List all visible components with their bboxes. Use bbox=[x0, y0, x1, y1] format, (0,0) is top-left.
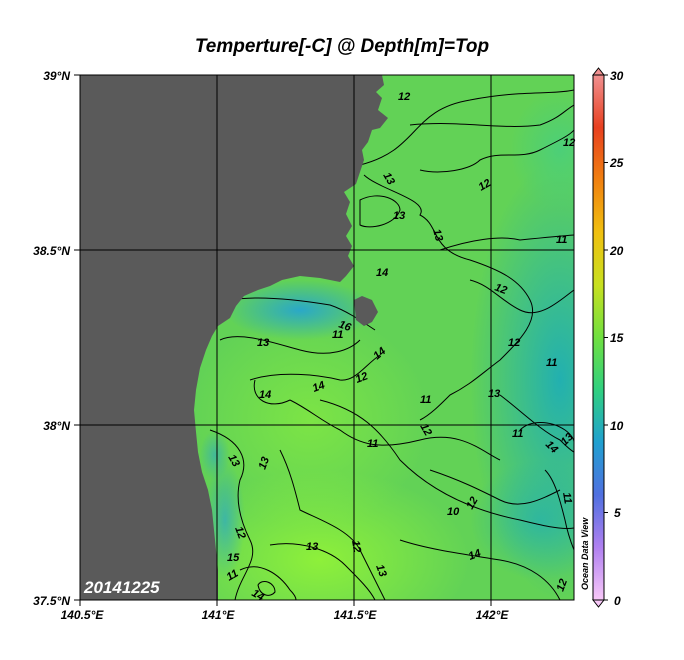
lat-label: 38.5°N bbox=[33, 244, 70, 258]
isotherm-line bbox=[209, 429, 254, 600]
contour-label: 13 bbox=[380, 171, 397, 188]
colorbar-label: 5 bbox=[614, 506, 621, 520]
isotherm-lines bbox=[209, 89, 574, 600]
latitude-labels: 39°N 38.5°N 38°N 37.5°N bbox=[33, 69, 70, 608]
contour-label: 11 bbox=[332, 329, 343, 341]
tick-marks bbox=[74, 74, 492, 606]
land-honshu bbox=[80, 75, 388, 600]
lon-label: 141.5°E bbox=[334, 608, 378, 622]
isotherm-line bbox=[409, 104, 574, 127]
lon-label: 140.5°E bbox=[61, 608, 105, 622]
contour-label: 11 bbox=[512, 428, 523, 440]
contour-label: 14 bbox=[250, 587, 267, 604]
contour-label: 15 bbox=[227, 552, 240, 564]
isotherm-line bbox=[253, 379, 291, 405]
contour-label: 12 bbox=[563, 137, 575, 149]
contour-label: 12 bbox=[493, 282, 509, 297]
lat-label: 37.5°N bbox=[33, 594, 70, 608]
isotherm-line bbox=[249, 354, 381, 381]
contour-label: 12 bbox=[464, 495, 481, 512]
isotherm-line bbox=[257, 581, 276, 596]
contour-label: 10 bbox=[447, 506, 460, 518]
contour-label: 14 bbox=[311, 379, 327, 394]
cool-water-northeast bbox=[510, 90, 574, 210]
contour-label: 12 bbox=[417, 422, 434, 439]
isotherm-line bbox=[359, 89, 574, 166]
contour-label: 13 bbox=[393, 210, 405, 222]
isotherm-line bbox=[499, 394, 574, 453]
lon-label: 142°E bbox=[476, 608, 510, 622]
contour-label: 16 bbox=[337, 319, 353, 335]
cold-water-coast-mid bbox=[200, 430, 230, 480]
isotherm-line bbox=[429, 469, 561, 505]
contour-label: 12 bbox=[232, 525, 247, 541]
contour-label: 12 bbox=[508, 337, 520, 349]
colorbar-label: 10 bbox=[610, 419, 624, 433]
isotherm-line bbox=[239, 566, 297, 600]
colorbar-label: 20 bbox=[609, 244, 624, 258]
isotherm-line bbox=[469, 279, 574, 314]
colorbar-bottom-cap bbox=[591, 599, 606, 608]
contour-label: 12 bbox=[555, 577, 570, 593]
isotherm-line bbox=[219, 336, 361, 354]
colorbar-label: 15 bbox=[610, 331, 624, 345]
isotherm-line bbox=[439, 234, 574, 251]
contour-label: 13 bbox=[257, 337, 269, 349]
isotherm-line bbox=[279, 449, 386, 600]
contour-label: 14 bbox=[467, 547, 483, 562]
warm-water-central bbox=[190, 310, 430, 530]
map-title: Temperture[-C] @ Depth[m]=Top bbox=[194, 36, 490, 57]
contour-label: 13 bbox=[488, 388, 500, 400]
contour-label: 12 bbox=[477, 177, 494, 194]
isotherm-line bbox=[359, 195, 401, 228]
isotherm-line bbox=[319, 399, 574, 529]
date-stamp: 20141225 bbox=[83, 578, 160, 597]
cold-water-bay bbox=[225, 280, 375, 340]
lon-label: 141°E bbox=[202, 608, 236, 622]
contour-label: 14 bbox=[259, 389, 271, 401]
contour-label: 12 bbox=[349, 539, 363, 553]
contour-label: 11 bbox=[225, 567, 241, 583]
isotherm-line bbox=[519, 422, 574, 443]
lat-label: 39°N bbox=[43, 69, 70, 83]
isotherm-line bbox=[363, 174, 534, 421]
contour-label: 13 bbox=[373, 563, 388, 579]
isotherm-line bbox=[399, 539, 561, 600]
graticule bbox=[80, 75, 574, 600]
contour-label: 13 bbox=[430, 228, 445, 243]
contour-label: 12 bbox=[398, 91, 410, 103]
contour-label: 11 bbox=[560, 491, 574, 504]
contour-label: 13 bbox=[306, 541, 318, 553]
colorbar-gradient-bar bbox=[592, 74, 605, 601]
contour-label: 11 bbox=[546, 357, 557, 369]
contour-label: 11 bbox=[556, 234, 567, 246]
lat-label: 38°N bbox=[43, 419, 70, 433]
land-mask bbox=[80, 75, 388, 600]
contour-label: 13 bbox=[257, 455, 272, 471]
contour-label: 11 bbox=[367, 438, 378, 450]
contour-label: 12 bbox=[354, 370, 370, 385]
colorbar-top-cap bbox=[591, 67, 606, 76]
colorbar-labels: 30 25 20 15 10 5 0 bbox=[609, 69, 624, 608]
isotherm-line bbox=[544, 469, 574, 551]
contour-label: 11 bbox=[420, 394, 431, 406]
longitude-labels: 140.5°E 141°E 141.5°E 142°E bbox=[61, 608, 510, 622]
colorbar-label: 25 bbox=[609, 156, 624, 170]
colorbar: 30 25 20 15 10 5 0 bbox=[591, 67, 624, 608]
isotherm-line bbox=[289, 399, 501, 461]
contour-label: 14 bbox=[376, 267, 388, 279]
isotherm-line bbox=[419, 129, 574, 173]
contour-label: 13 bbox=[225, 453, 242, 470]
colorbar-label: 30 bbox=[610, 69, 624, 83]
colorbar-ticks bbox=[604, 74, 608, 601]
odv-credit: Ocean Data View bbox=[580, 517, 590, 590]
colorbar-label: 0 bbox=[614, 594, 621, 608]
land-oshika-peninsula bbox=[354, 296, 378, 326]
isotherm-line bbox=[269, 543, 376, 600]
plot-frame bbox=[79, 74, 575, 601]
